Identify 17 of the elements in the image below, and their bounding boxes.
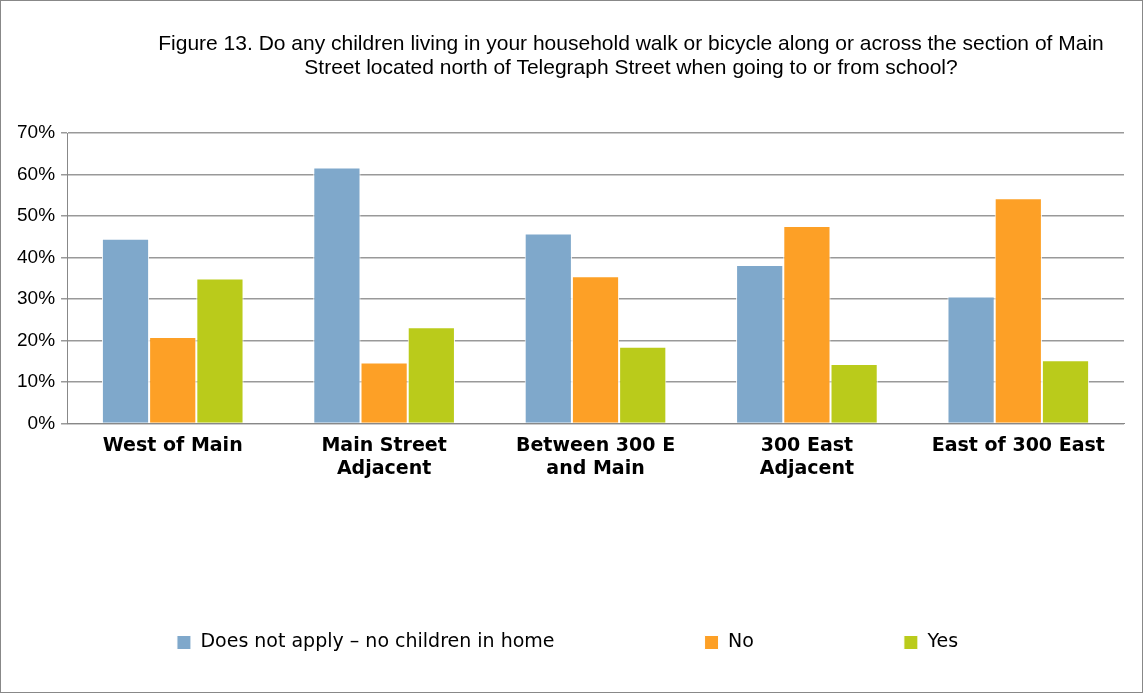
y-tick-label: 20% [17, 328, 56, 350]
legend-label: No [728, 629, 754, 652]
y-tick-label: 50% [17, 204, 56, 226]
legend-label: Does not apply – no children in home [200, 629, 555, 652]
x-tick-label: 300 East Adjacent [759, 432, 855, 478]
x-tick-label: Main Street Adjacent [321, 432, 447, 478]
y-tick-label: 30% [17, 287, 56, 309]
x-tick-label: Between 300 E and Main [515, 432, 676, 478]
y-tick-label: 70% [17, 121, 56, 143]
x-tick-label: West of Main [102, 432, 243, 455]
y-tick-label: 40% [17, 245, 56, 267]
y-tick-label: 10% [17, 370, 56, 392]
y-tick-label: 60% [17, 162, 56, 184]
x-tick-label: East of 300 East [931, 432, 1105, 455]
chart-title: Figure 13. Do any children living in your household walk or bicycle along or across the section of Main Street located north of Telegraph Street when going to or from school? [157, 31, 1105, 79]
legend-label: Yes [926, 629, 959, 652]
y-tick-label: 0% [27, 411, 56, 433]
